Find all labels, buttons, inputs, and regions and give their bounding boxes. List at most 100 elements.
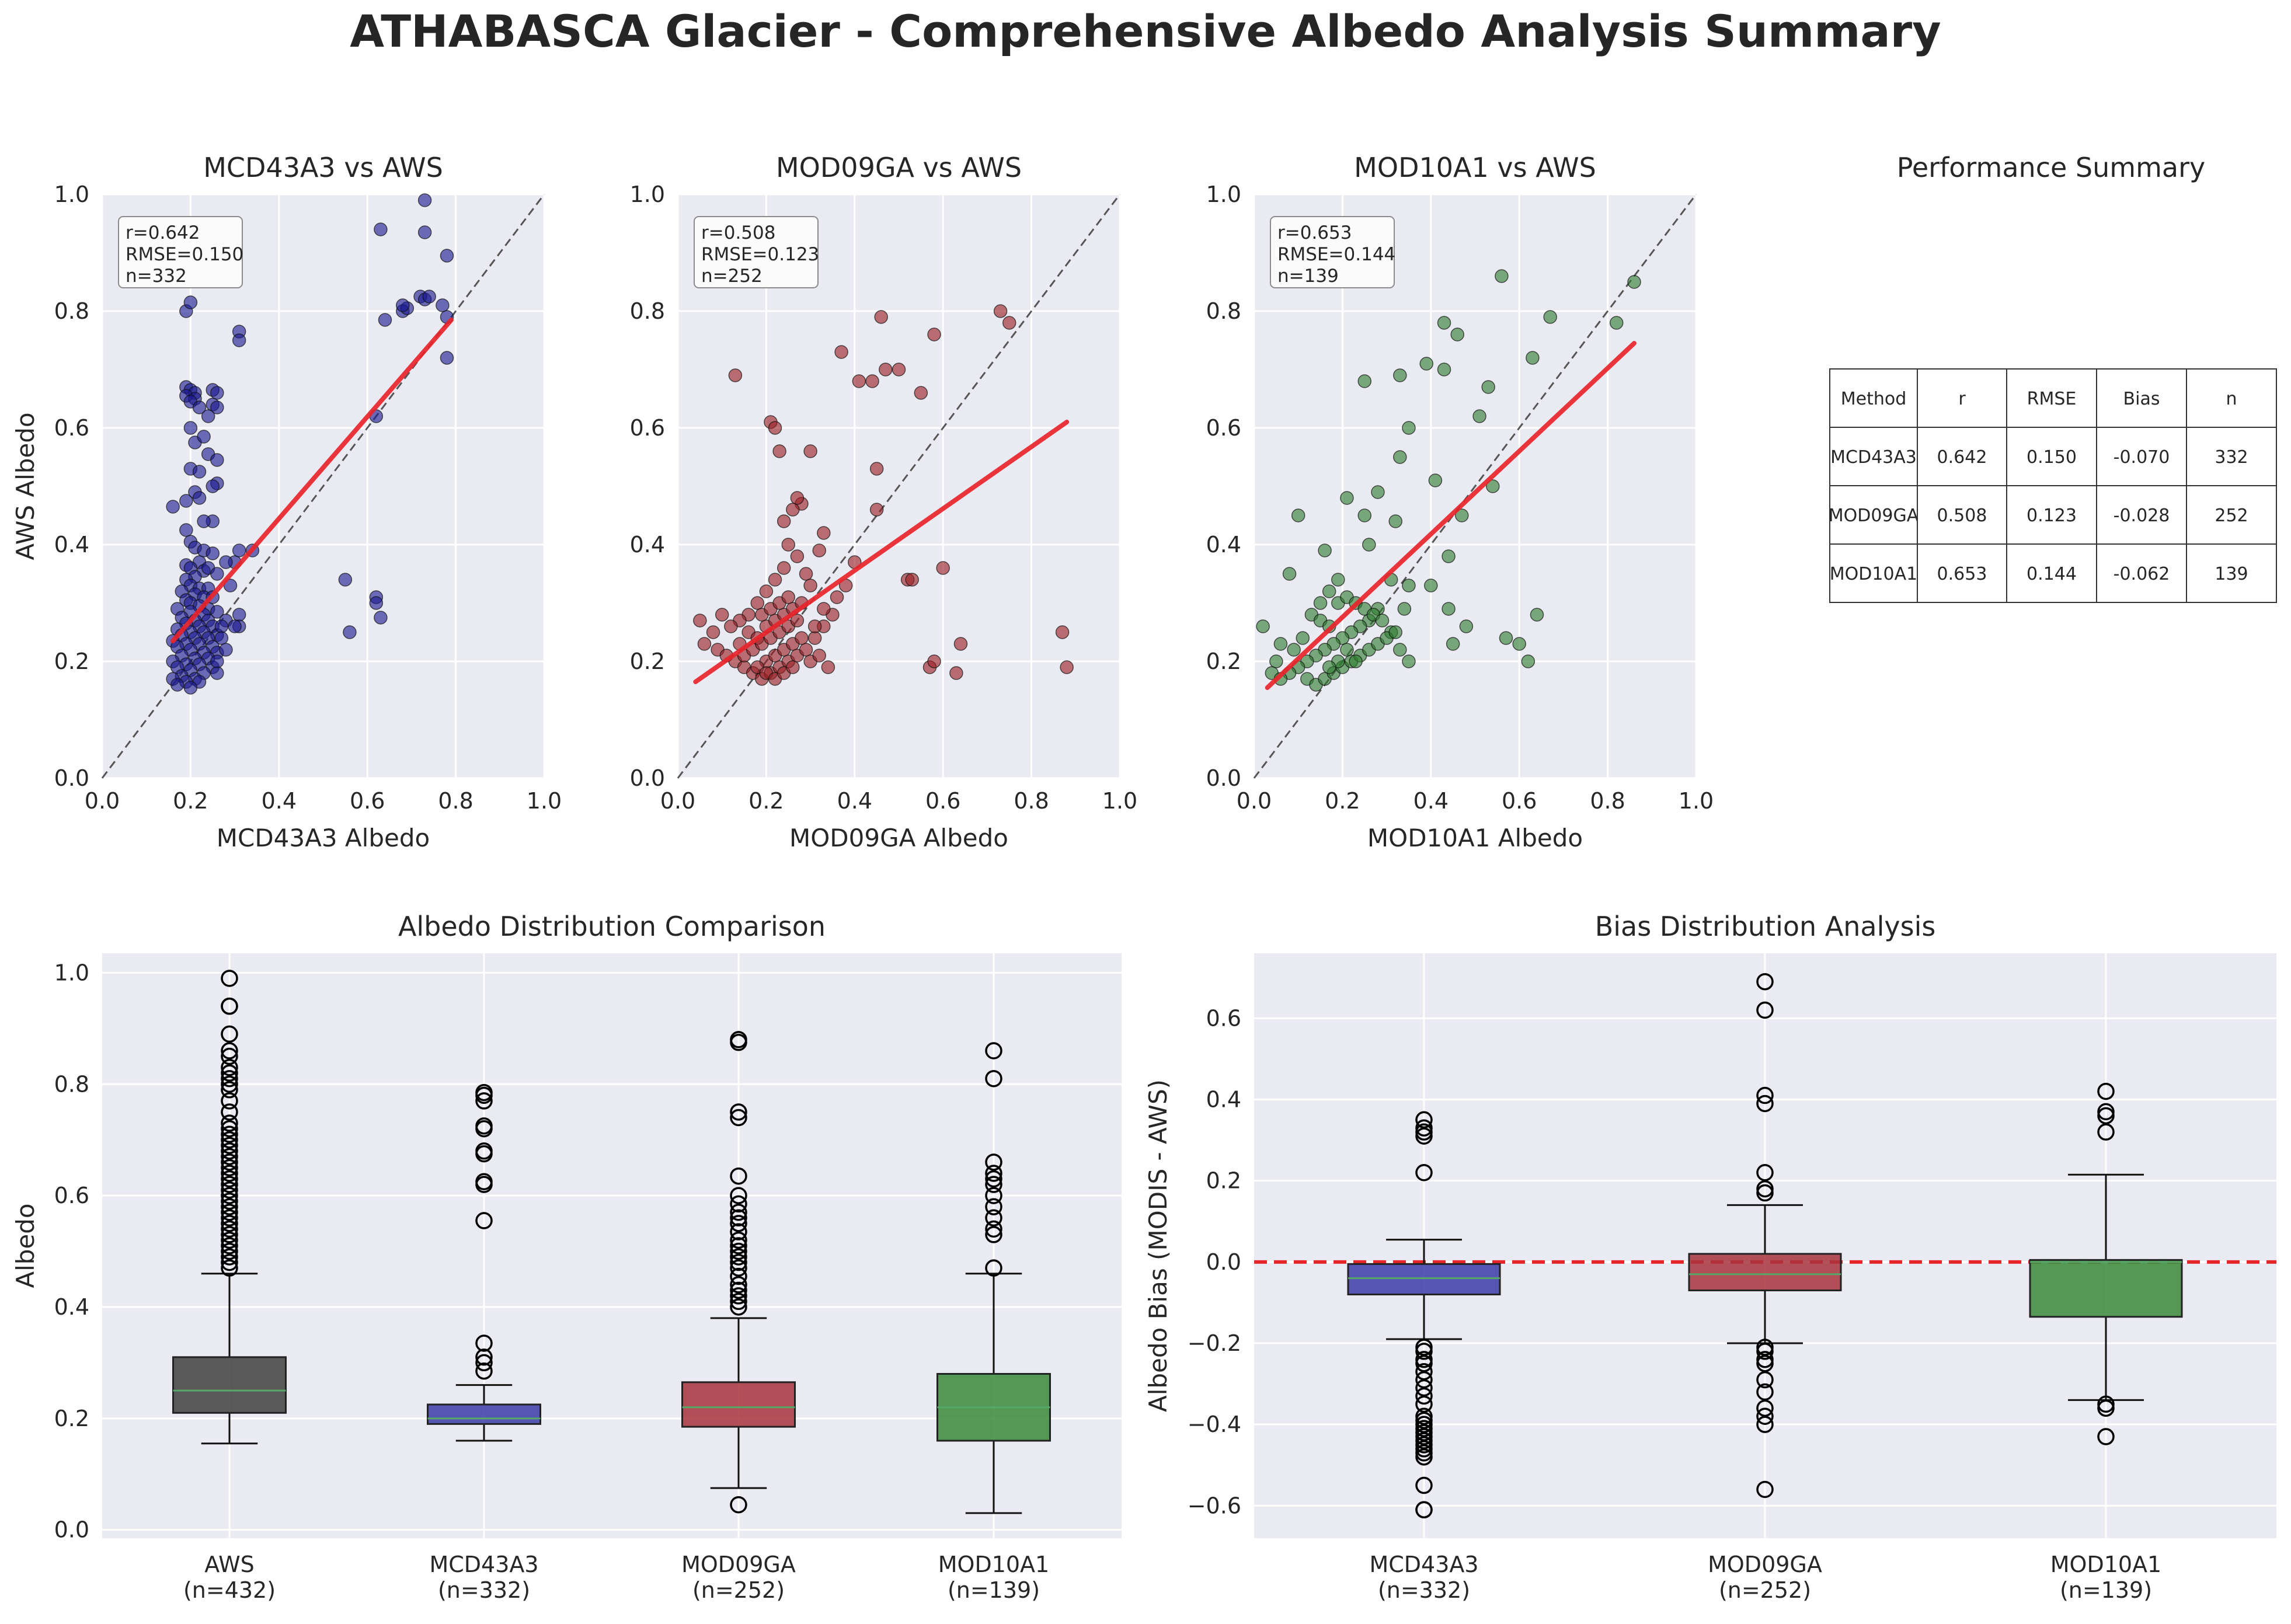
table-value: 0.123 xyxy=(2027,506,2077,526)
outlier-point xyxy=(221,1081,238,1099)
data-point xyxy=(1397,602,1412,616)
outlier-point xyxy=(1756,1001,1774,1019)
table-cell xyxy=(1917,368,2007,428)
data-point xyxy=(936,561,950,575)
stats-line: r=0.642 xyxy=(126,222,200,243)
outlier-point xyxy=(221,1069,238,1088)
data-point xyxy=(781,590,795,604)
data-point xyxy=(1543,310,1557,324)
outlier-point xyxy=(1756,1095,1774,1113)
outlier-point xyxy=(985,1176,1002,1193)
outlier-point xyxy=(1415,1501,1433,1519)
data-point xyxy=(210,567,224,581)
outlier-point xyxy=(1756,1383,1774,1401)
table-value: 0.150 xyxy=(2027,447,2077,468)
outlier-point xyxy=(730,1496,747,1514)
figure-title: ATHABASCA Glacier - Comprehensive Albedo… xyxy=(350,5,1941,57)
y-tick-label: 0.6 xyxy=(1206,415,1241,441)
y-tick-label: 0.6 xyxy=(630,415,665,441)
category-label: MOD10A1 xyxy=(2050,1552,2161,1577)
outlier-point xyxy=(1756,1371,1774,1389)
data-point xyxy=(192,491,207,505)
x-tick-label: 0.0 xyxy=(85,788,120,814)
data-point xyxy=(869,462,884,476)
data-point xyxy=(852,374,866,388)
table-header: n xyxy=(2226,389,2237,409)
outlier-point xyxy=(475,1334,493,1352)
outlier-point xyxy=(475,1092,493,1110)
table-value: MCD43A3 xyxy=(1830,447,1917,468)
outlier-point xyxy=(730,1237,747,1254)
data-point xyxy=(1402,421,1416,435)
outlier-point xyxy=(985,1153,1002,1171)
data-point xyxy=(210,666,224,680)
data-point xyxy=(1419,357,1433,371)
data-point xyxy=(1495,269,1509,283)
outlier-point xyxy=(1756,1407,1774,1425)
outlier-point xyxy=(221,1064,238,1082)
outlier-point xyxy=(1756,973,1774,991)
outlier-point xyxy=(730,1287,747,1305)
y-tick-label: 0.8 xyxy=(1206,298,1241,324)
outlier-point xyxy=(985,1209,1002,1227)
data-point xyxy=(879,363,893,377)
y-tick-label: 0.0 xyxy=(54,1517,89,1543)
data-point xyxy=(1331,573,1345,587)
data-point xyxy=(821,660,835,674)
outlier-point xyxy=(221,1047,238,1065)
outlier-point xyxy=(985,1042,1002,1060)
data-point xyxy=(728,368,743,382)
outlier-point xyxy=(730,1292,747,1311)
y-tick-label: 0.8 xyxy=(54,298,89,324)
outlier-point xyxy=(1756,1480,1774,1498)
stats-box xyxy=(1270,216,1395,288)
outlier-point xyxy=(221,1025,238,1043)
table-cell xyxy=(1829,485,1918,545)
data-point xyxy=(378,313,392,327)
outlier-point xyxy=(1756,1343,1774,1360)
x-tick-label: 1.0 xyxy=(1679,788,1714,814)
outlier-point xyxy=(475,1212,493,1229)
table-cell xyxy=(2006,543,2097,603)
data-point xyxy=(1375,614,1390,628)
data-point xyxy=(1313,596,1328,610)
outlier-point xyxy=(1756,1416,1774,1433)
x-axis-label: MCD43A3 Albedo xyxy=(217,824,430,852)
table-cell xyxy=(2186,543,2277,603)
outlier-point xyxy=(2097,1103,2115,1121)
box-iqr xyxy=(1688,1253,1842,1292)
x-tick-label: 1.0 xyxy=(1102,788,1137,814)
data-point xyxy=(1291,508,1305,522)
y-tick-label: −0.4 xyxy=(1188,1412,1241,1437)
outlier-point xyxy=(730,1209,747,1227)
category-count: (n=432) xyxy=(183,1577,276,1603)
y-tick-label: 0.2 xyxy=(630,649,665,674)
x-tick-label: 0.2 xyxy=(173,788,208,814)
x-tick-label: 0.2 xyxy=(1325,788,1360,814)
y-tick-label: 0.2 xyxy=(54,649,89,674)
x-tick-label: 0.0 xyxy=(1237,788,1272,814)
data-point xyxy=(440,249,454,263)
data-point xyxy=(219,555,233,569)
x-tick-label: 0.6 xyxy=(350,788,385,814)
data-point xyxy=(795,631,809,645)
y-tick-label: 0.0 xyxy=(54,765,89,791)
outlier-point xyxy=(221,1192,238,1210)
data-point xyxy=(1340,643,1354,657)
data-point xyxy=(1402,654,1416,668)
data-point xyxy=(799,643,813,657)
data-point xyxy=(1446,637,1460,651)
y-tick-label: 0.4 xyxy=(54,1294,89,1320)
data-point xyxy=(830,590,844,604)
outlier-point xyxy=(221,1092,238,1110)
data-point xyxy=(715,608,729,622)
data-point xyxy=(772,444,786,458)
data-point xyxy=(1362,538,1376,552)
data-point xyxy=(914,386,928,400)
data-point xyxy=(1424,578,1438,593)
outlier-point xyxy=(730,1276,747,1294)
data-point xyxy=(1455,508,1469,522)
y-tick-label: 0.2 xyxy=(54,1406,89,1431)
data-point xyxy=(949,666,963,680)
